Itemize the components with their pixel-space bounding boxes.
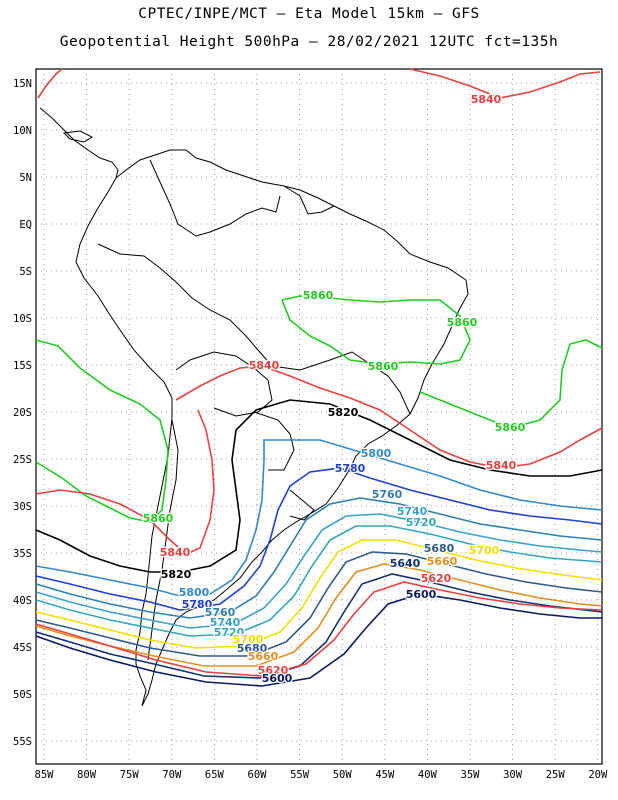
contour-5680 — [35, 551, 603, 657]
lat-tick-label: 5N — [19, 172, 32, 184]
contour-label-5840: 5840 — [249, 359, 280, 372]
lat-tick-label: 25S — [13, 454, 32, 466]
contour-5740 — [35, 513, 603, 629]
contour-label-5860: 5860 — [303, 289, 334, 302]
lon-tick-label: 60W — [248, 769, 268, 781]
contour-5760 — [35, 497, 603, 619]
lon-tick-label: 85W — [35, 769, 55, 781]
contour-label-5800: 5800 — [361, 447, 392, 460]
contour-5820 — [35, 399, 603, 573]
border-colombia-venezuela — [149, 159, 281, 237]
lon-tick-label: 40W — [418, 769, 438, 781]
contour-label-5780: 5780 — [335, 462, 366, 475]
border-uruguay — [289, 489, 315, 521]
latitude-tick-labels: 15N 10N 5N EQ 5S 10S 15S 20S 25S 30S 35S 40S 45S 50S 5… — [13, 78, 32, 748]
contour-5720 — [35, 525, 603, 637]
lon-tick-label: 65W — [205, 769, 225, 781]
lat-tick-label: 40S — [13, 595, 32, 607]
lon-tick-label: 30W — [503, 769, 523, 781]
contour-5860-east — [419, 339, 603, 429]
lat-tick-label: 55S — [13, 736, 32, 748]
lon-tick-label: 55W — [290, 769, 310, 781]
contour-label-5680: 5680 — [237, 642, 268, 655]
lat-tick-label: 20S — [13, 407, 32, 419]
contour-label-5840: 5840 — [486, 459, 517, 472]
contour-5840-north — [37, 68, 601, 99]
coast-south-america — [75, 149, 469, 707]
lat-tick-label: 50S — [13, 689, 32, 701]
contour-5640 — [35, 573, 603, 679]
contour-label-5820: 5820 — [328, 406, 359, 419]
contour-label-5820: 5820 — [161, 568, 192, 581]
contour-label-5660: 5660 — [427, 555, 458, 568]
contour-5780 — [35, 467, 603, 611]
coast-cuba — [62, 130, 94, 143]
contour-label-5860: 5860 — [368, 360, 399, 373]
map-title: CPTEC/INPE/MCT – Eta Model 15km – GFS — [138, 6, 480, 22]
contour-label-5600: 5600 — [406, 588, 437, 601]
map-subtitle: Geopotential Height 500hPa – 28/02/2021 … — [59, 34, 559, 50]
lon-tick-label: 25W — [546, 769, 566, 781]
lat-tick-label: 45S — [13, 642, 32, 654]
contour-label-5860: 5860 — [495, 421, 526, 434]
contour-5700 — [35, 539, 603, 649]
contour-label-5660: 5660 — [248, 650, 279, 663]
lat-tick-label: EQ — [19, 219, 32, 231]
contour-label-5720: 5720 — [214, 626, 245, 639]
contour-label-5720: 5720 — [406, 516, 437, 529]
lat-tick-label: 35S — [13, 548, 32, 560]
coastlines — [39, 107, 469, 707]
lon-tick-label: 50W — [333, 769, 353, 781]
border-guianas — [283, 185, 335, 215]
contour-label-5700: 5700 — [233, 633, 264, 646]
border-peru-brazil — [97, 243, 273, 367]
contour-label-5860: 5860 — [143, 512, 174, 525]
contour-5600 — [35, 593, 602, 687]
contour-5860-west — [35, 339, 169, 523]
contour-label-5840: 5840 — [471, 93, 502, 106]
contour-label-5700: 5700 — [469, 544, 500, 557]
contour-label-5740: 5740 — [397, 505, 428, 518]
lon-tick-label: 80W — [77, 769, 97, 781]
border-bolivia — [175, 351, 273, 417]
contour-label-5620: 5620 — [258, 664, 289, 677]
contour-5660 — [35, 563, 603, 667]
contour-label-5760: 5760 — [372, 488, 403, 501]
contour-label-5780: 5780 — [182, 598, 213, 611]
contour-label-5740: 5740 — [210, 616, 241, 629]
lat-tick-label: 10S — [13, 313, 32, 325]
contours — [35, 68, 603, 687]
lon-tick-label: 45W — [375, 769, 395, 781]
contour-label-5760: 5760 — [205, 606, 236, 619]
coast-central-america — [39, 107, 119, 179]
contour-5840-west — [35, 409, 215, 555]
contour-label-5620: 5620 — [421, 572, 452, 585]
contour-5800 — [35, 439, 603, 597]
contour-label-5640: 5640 — [390, 557, 421, 570]
contour-label-5840: 5840 — [160, 546, 191, 559]
contour-5860-brazil — [281, 295, 471, 365]
lat-tick-label: 15N — [13, 78, 32, 90]
lat-tick-label: 10N — [13, 125, 32, 137]
graticule — [36, 69, 602, 764]
lat-tick-label: 5S — [19, 266, 32, 278]
border-paraguay — [253, 411, 295, 471]
map-frame — [35, 68, 603, 765]
contour-5620 — [35, 581, 603, 677]
lon-tick-label: 75W — [120, 769, 140, 781]
lat-tick-label: 15S — [13, 360, 32, 372]
lon-tick-label: 35W — [461, 769, 481, 781]
contour-label-5860: 5860 — [447, 316, 478, 329]
longitude-tick-labels: 85W 80W 75W 70W 65W 60W 55W 50W 45W 40W 35W 30W 25W 2… — [35, 769, 608, 781]
lat-tick-label: 30S — [13, 501, 32, 513]
contour-label-5800: 5800 — [179, 586, 210, 599]
lon-tick-label: 70W — [162, 769, 182, 781]
contour-label-5680: 5680 — [424, 542, 455, 555]
lon-tick-label: 20W — [588, 769, 608, 781]
border-brazil-interior — [271, 351, 411, 415]
contour-5840-mid — [175, 365, 603, 469]
contour-label-5600: 5600 — [262, 672, 293, 685]
